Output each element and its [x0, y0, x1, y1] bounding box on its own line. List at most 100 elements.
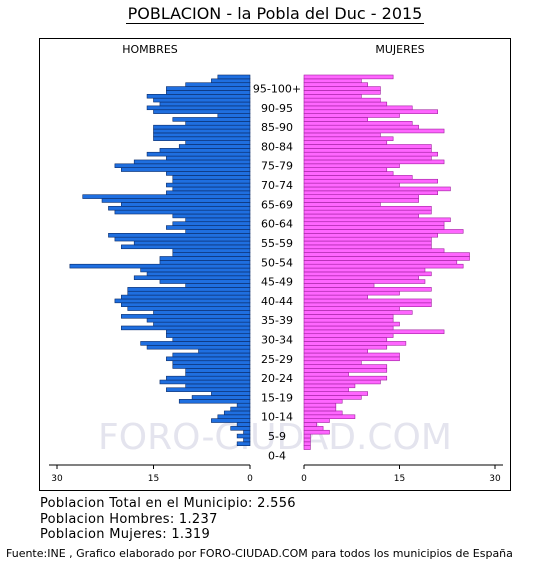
bar-women — [303, 217, 451, 223]
bar-men — [153, 97, 251, 103]
bar-women — [303, 82, 368, 87]
bar-women — [303, 387, 349, 392]
stat-women-population: Poblacion Mujeres: 1.319 — [40, 527, 211, 542]
tick-label-men: 15 — [148, 474, 159, 484]
bar-men — [159, 256, 251, 261]
bar-men — [140, 267, 251, 273]
bar-men — [121, 244, 251, 250]
bar-women — [303, 437, 311, 443]
bar-men — [198, 348, 251, 354]
bar-women — [303, 132, 381, 138]
bar-women — [303, 333, 394, 338]
bar-men — [166, 356, 251, 362]
bar-men — [121, 167, 251, 172]
bar-men — [172, 178, 251, 184]
bar-women — [303, 105, 413, 111]
bar-women — [303, 171, 394, 176]
bar-men — [172, 252, 251, 257]
bar-women — [303, 90, 381, 95]
bar-women — [303, 310, 413, 315]
bar-men — [153, 128, 251, 134]
bar-men — [172, 186, 251, 192]
bar-women — [303, 113, 400, 118]
bar-women — [303, 314, 394, 319]
bar-women — [303, 325, 394, 331]
bar-women — [303, 175, 413, 180]
bar-women — [303, 379, 381, 385]
bar-women — [303, 198, 419, 203]
bar-women — [303, 275, 419, 280]
bar-women — [303, 101, 388, 107]
bar-men — [223, 410, 251, 416]
stat-men-population: Poblacion Hombres: 1.237 — [40, 512, 218, 527]
age-group-label: 65-69 — [261, 198, 293, 211]
legend-hombres: HOMBRES — [122, 43, 178, 56]
bar-men — [146, 344, 251, 350]
bar-men — [230, 406, 251, 412]
bar-women — [303, 256, 470, 261]
bar-women — [303, 429, 330, 435]
bar-women — [303, 159, 445, 165]
bar-men — [217, 74, 251, 80]
age-group-label: 55-59 — [261, 237, 293, 250]
bar-men — [166, 171, 251, 176]
bar-women — [303, 352, 400, 358]
bar-women — [303, 221, 445, 226]
bar-men — [133, 275, 251, 280]
bar-men — [153, 136, 251, 141]
source-note: Fuente:INE , Grafico elaborado por FORO-… — [6, 547, 513, 560]
bar-men — [101, 198, 251, 203]
bar-women — [303, 375, 388, 381]
bar-women — [303, 140, 388, 145]
bar-women — [303, 290, 400, 296]
legend-mujeres: MUJERES — [375, 43, 424, 56]
bar-women — [303, 74, 394, 80]
bar-women — [303, 356, 400, 362]
bar-men — [178, 399, 251, 404]
bar-men — [82, 194, 251, 199]
bar-men — [159, 101, 251, 107]
bar-women — [303, 163, 400, 168]
bar-women — [303, 155, 432, 161]
bar-men — [159, 148, 251, 153]
bar-women — [303, 341, 407, 346]
bar-men — [69, 263, 251, 269]
bar-men — [121, 325, 251, 331]
bar-women — [303, 283, 375, 288]
bar-women — [303, 294, 368, 300]
bar-women — [303, 97, 381, 103]
bar-men — [217, 113, 251, 118]
bar-men — [236, 433, 251, 439]
bar-women — [303, 236, 432, 242]
bar-women — [303, 321, 400, 327]
bar-men — [108, 233, 251, 238]
bar-women — [303, 244, 432, 250]
bar-men — [127, 287, 251, 292]
bar-men — [121, 202, 251, 207]
bar-men — [185, 383, 251, 389]
bar-women — [303, 186, 451, 192]
bar-men — [153, 132, 251, 138]
bar-women — [303, 182, 400, 188]
bar-men — [121, 294, 251, 300]
bar-women — [303, 317, 394, 323]
bar-men — [166, 387, 251, 392]
bar-men — [166, 333, 251, 338]
bar-men — [159, 260, 251, 265]
bar-men — [185, 82, 251, 87]
bar-men — [159, 379, 251, 385]
bar-women — [303, 86, 381, 91]
bar-women — [303, 213, 419, 219]
age-group-label: 75-79 — [261, 160, 293, 173]
bar-women — [303, 121, 413, 126]
bar-men — [146, 105, 251, 111]
bar-men — [185, 368, 251, 373]
bar-women — [303, 402, 337, 408]
bar-men — [211, 391, 251, 396]
bar-women — [303, 190, 438, 196]
bar-men — [114, 209, 251, 215]
bar-women — [303, 372, 349, 377]
age-group-label: 15-19 — [261, 391, 293, 404]
bar-men — [146, 151, 251, 157]
bar-women — [303, 260, 458, 265]
